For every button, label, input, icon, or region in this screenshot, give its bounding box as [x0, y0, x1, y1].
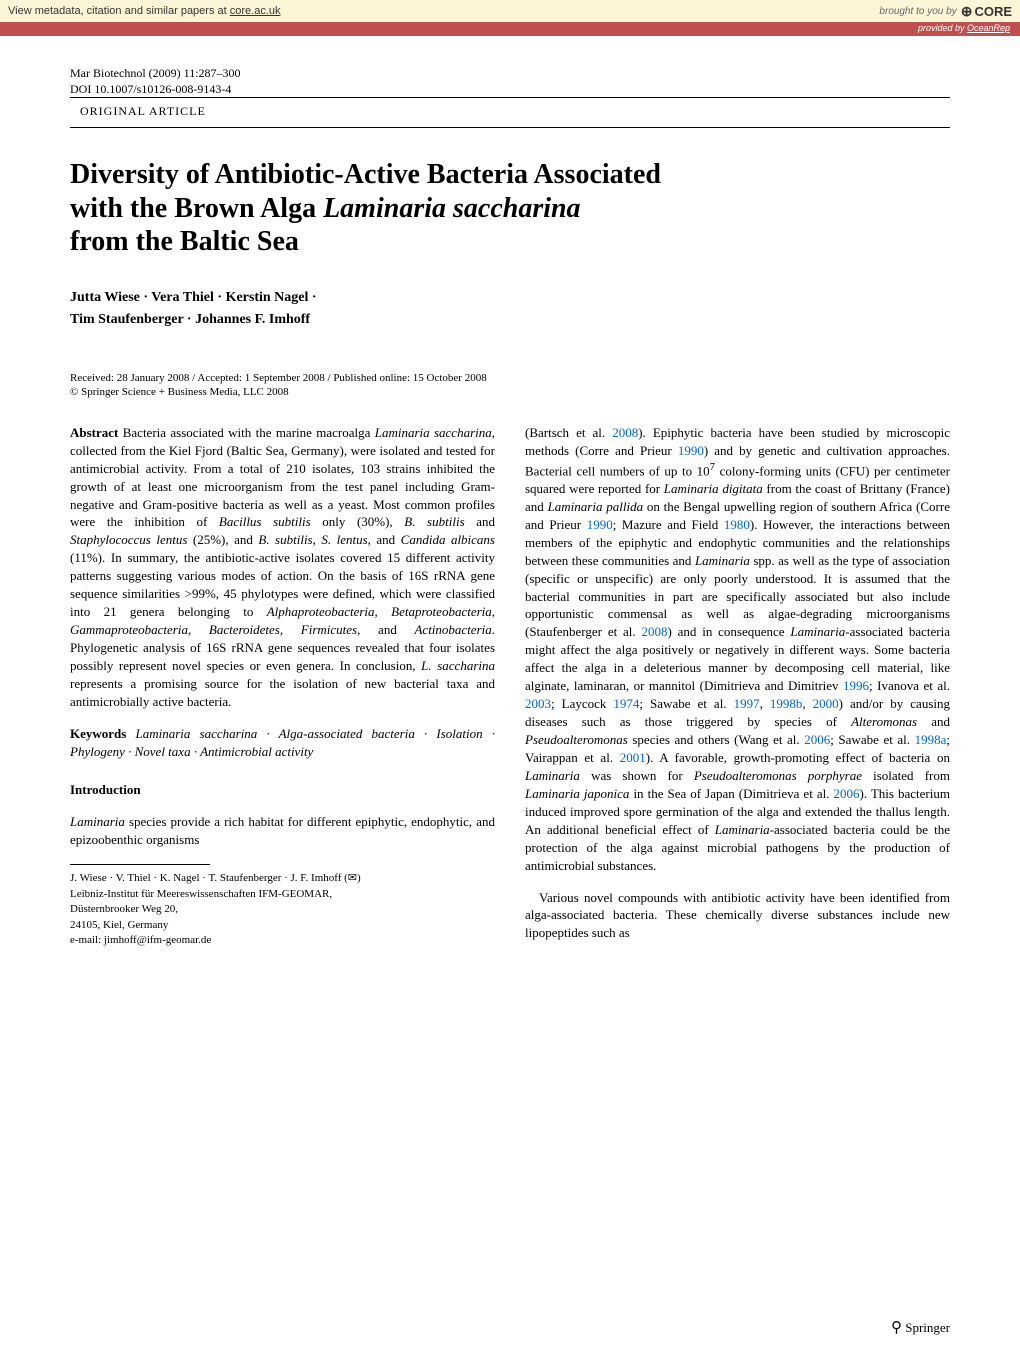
abstract-t21: Bacteroidetes — [209, 622, 280, 637]
affil-line2: Düsternbrooker Weg 20, — [70, 902, 495, 917]
abstract-t5: B. subtilis — [404, 514, 464, 529]
abstract-t27: L. saccharina — [421, 658, 495, 673]
journal-header: Mar Biotechnol (2009) 11:287–300 DOI 10.… — [70, 66, 950, 98]
provided-banner: provided by OceanRep — [0, 22, 1020, 36]
abstract-t15: Alphaproteobacteria — [267, 604, 375, 619]
title-line2-italic: Laminaria saccharina — [323, 193, 580, 224]
abstract-t0: Bacteria associated with the marine macr… — [118, 425, 374, 440]
core-brought-text: brought to you by — [879, 6, 956, 17]
abstract-t3: Bacillus subtilis — [219, 514, 311, 529]
core-logo[interactable]: ⊕ CORE — [961, 3, 1012, 20]
core-banner: View metadata, citation and similar pape… — [0, 0, 1020, 22]
springer-logo: ⚲ Springer — [891, 1318, 950, 1337]
abstract-t1: Laminaria saccharina — [375, 425, 492, 440]
abstract-t13: Candida albicans — [401, 532, 495, 547]
intro-para: Laminaria species provide a rich habitat… — [70, 813, 495, 849]
journal-doi: DOI 10.1007/s10126-008-9143-4 — [70, 82, 950, 98]
abstract-t7: Staphylococcus lentus — [70, 532, 187, 547]
core-banner-left: View metadata, citation and similar pape… — [8, 5, 281, 17]
abstract-t17: Betaproteobacteria — [391, 604, 492, 619]
abstract-t18: , — [492, 604, 495, 619]
abstract-t6: and — [465, 514, 495, 529]
dates: Received: 28 January 2008 / Accepted: 1 … — [70, 372, 950, 384]
title-line3: from the Baltic Sea — [70, 226, 299, 257]
abstract-label: Abstract — [70, 425, 118, 440]
springer-text: Springer — [905, 1320, 950, 1335]
intro-italic: Laminaria — [70, 814, 125, 829]
affil-email: e-mail: jimhoff@ifm-geomar.de — [70, 933, 495, 948]
affiliation-block: J. Wiese · V. Thiel · K. Nagel · T. Stau… — [70, 871, 495, 948]
abstract-t8: (25%), and — [187, 532, 258, 547]
authors-line1: Jutta Wiese · Vera Thiel · Kerstin Nagel… — [70, 290, 317, 305]
abstract-t19: Gammaproteobacteria — [70, 622, 188, 637]
journal-citation: Mar Biotechnol (2009) 11:287–300 — [70, 66, 950, 82]
abstract-t16: , — [375, 604, 392, 619]
article-title: Diversity of Antibiotic-Active Bacteria … — [70, 158, 950, 259]
intro-heading: Introduction — [70, 781, 495, 799]
col2-para1: (Bartsch et al. 2008). Epiphytic bacteri… — [525, 424, 950, 875]
abstract-t22: , — [280, 622, 301, 637]
provided-prefix: provided by — [918, 23, 967, 33]
keywords: Keywords Laminaria saccharina · Alga-ass… — [70, 725, 495, 761]
core-icon: ⊕ — [961, 3, 973, 20]
springer-icon: ⚲ — [891, 1320, 902, 1336]
abstract-t23: Firmicutes — [301, 622, 357, 637]
abstract-t25: Actinobacteria — [414, 622, 491, 637]
affiliation-rule — [70, 864, 210, 865]
abstract-t12: , and — [368, 532, 401, 547]
column-left: Abstract Bacteria associated with the ma… — [70, 424, 495, 957]
keywords-label: Keywords — [70, 726, 126, 741]
keywords-text: Laminaria saccharina · Alga-associated b… — [70, 726, 495, 759]
authors: Jutta Wiese · Vera Thiel · Kerstin Nagel… — [70, 287, 950, 332]
abstract-t24: , and — [357, 622, 414, 637]
col2-para2: Various novel compounds with antibiotic … — [525, 889, 950, 943]
abstract-t28: represents a promising source for the is… — [70, 676, 495, 709]
column-right: (Bartsch et al. 2008). Epiphytic bacteri… — [525, 424, 950, 957]
abstract-t20: , — [188, 622, 209, 637]
affil-line1: Leibniz-Institut für Meereswissenschafte… — [70, 887, 495, 902]
abstract-t11: S. lentus — [321, 532, 367, 547]
title-rule — [70, 127, 950, 128]
core-banner-right: brought to you by ⊕ CORE — [879, 3, 1012, 20]
provided-link[interactable]: OceanRep — [967, 23, 1010, 33]
copyright: © Springer Science + Business Media, LLC… — [70, 386, 950, 398]
article-type: ORIGINAL ARTICLE — [80, 104, 950, 119]
title-line1: Diversity of Antibiotic-Active Bacteria … — [70, 159, 661, 190]
page-content: Mar Biotechnol (2009) 11:287–300 DOI 10.… — [0, 36, 1020, 996]
core-logo-text: CORE — [974, 4, 1012, 19]
title-line2-pre: with the Brown Alga — [70, 193, 323, 224]
affil-authors: J. Wiese · V. Thiel · K. Nagel · T. Stau… — [70, 871, 495, 886]
two-column-body: Abstract Bacteria associated with the ma… — [70, 424, 950, 957]
abstract: Abstract Bacteria associated with the ma… — [70, 424, 495, 711]
authors-line2: Tim Staufenberger · Johannes F. Imhoff — [70, 312, 310, 327]
core-left-text: View metadata, citation and similar pape… — [8, 5, 230, 17]
abstract-t4: only (30%), — [311, 514, 405, 529]
affil-line3: 24105, Kiel, Germany — [70, 918, 495, 933]
abstract-t9: B. subtilis — [258, 532, 312, 547]
core-link[interactable]: core.ac.uk — [230, 5, 281, 17]
